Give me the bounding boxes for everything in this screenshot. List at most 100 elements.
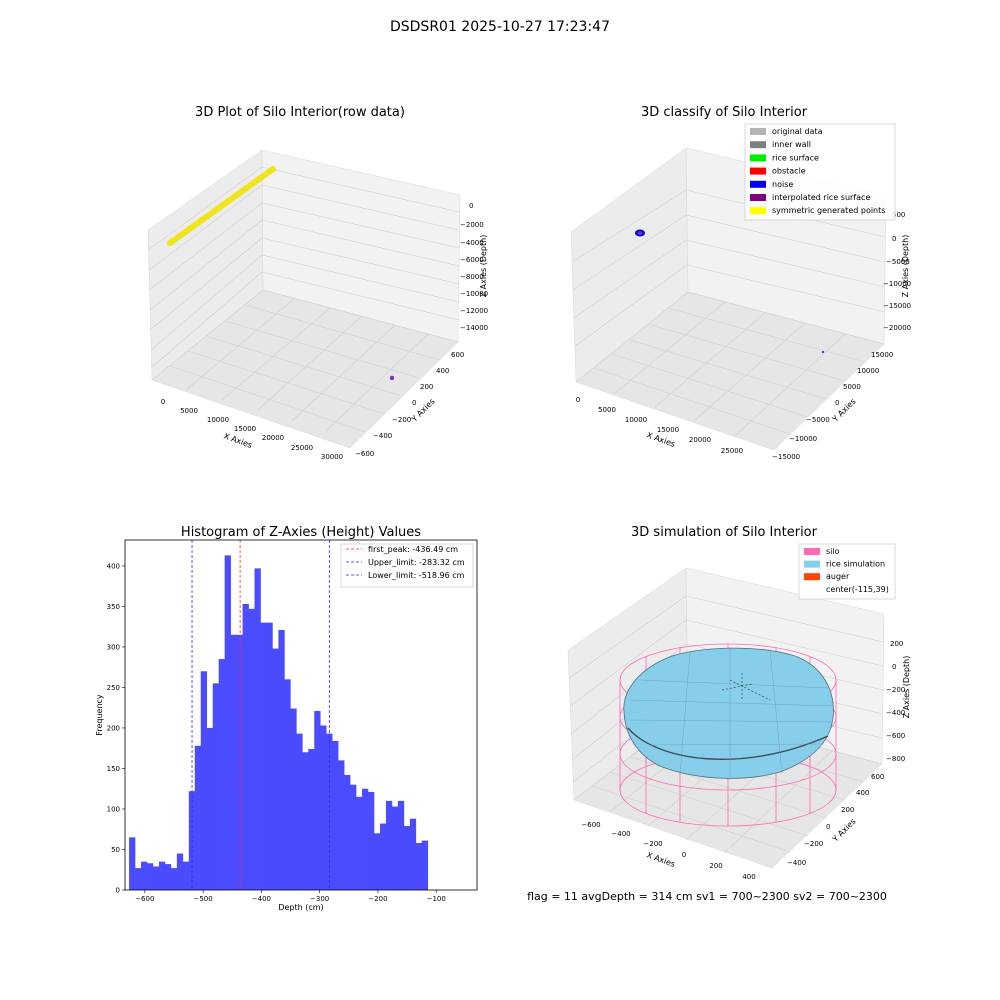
hist-bar — [129, 837, 136, 890]
hist-bar — [141, 861, 148, 890]
sim-xtick: 0 — [682, 851, 686, 859]
sim-ztick: −200 — [886, 686, 905, 694]
hist-bar — [397, 800, 405, 890]
cls-ztick: −15000 — [883, 302, 911, 310]
hist-bar — [254, 568, 261, 890]
sim-ytick: 600 — [871, 773, 884, 781]
sim-ylabel: Y Axies — [830, 817, 858, 845]
hist-bar — [158, 861, 166, 890]
classify-legend-swatch — [750, 194, 766, 201]
hist-xtick-label: −600 — [135, 895, 154, 903]
hist-legend-label: Upper_limit: -283.32 cm — [368, 558, 465, 567]
sim-legend-swatch — [804, 548, 820, 555]
hist-vlines — [191, 540, 330, 890]
sim-ytick: 400 — [856, 789, 869, 797]
sim-ytick: 0 — [826, 823, 830, 831]
hist-xlabel: Depth (cm) — [278, 903, 323, 912]
hist-bar — [170, 868, 178, 891]
hist-bar — [314, 710, 321, 890]
hist-bar — [135, 868, 142, 891]
cls-ytick: 0 — [835, 399, 839, 407]
classify-3d-points — [635, 229, 824, 353]
cls-ztick: 500 — [892, 211, 905, 219]
hist-ytick-label: 100 — [107, 805, 120, 813]
hist-bar — [296, 733, 303, 890]
raw-ztick: −14000 — [460, 324, 488, 332]
cls-ztick: −10000 — [883, 280, 911, 288]
classify-3d-zticks: 500 0 −5000 −10000 −15000 −20000 Z Axies… — [883, 211, 911, 332]
raw-ztick: −12000 — [460, 307, 488, 315]
hist-bar — [373, 833, 381, 890]
cls-ytick: 15000 — [871, 351, 893, 359]
hist-bar — [164, 864, 172, 890]
hist-bar — [409, 818, 417, 890]
cls-xtick: 15000 — [657, 426, 679, 434]
cls-ztick: −5000 — [886, 258, 910, 266]
sim-legend-swatch — [804, 573, 820, 581]
cls-zlabel: Z Axies (Depth) — [901, 235, 910, 298]
hist-frame — [124, 539, 478, 891]
cls-xtick: 10000 — [625, 416, 647, 424]
hist-bar — [242, 604, 249, 890]
classify-legend-swatch — [750, 128, 766, 135]
hist-ytick-label: 250 — [107, 684, 120, 692]
sim-ztick: 0 — [892, 663, 896, 671]
hist-xticks: −600 −500 −400 −300 −200 −100 — [135, 890, 446, 903]
hist-ytick-label: 300 — [107, 643, 120, 651]
raw-ytick: −200 — [392, 416, 411, 424]
hist-xtick-label: −200 — [368, 895, 387, 903]
hist-bar — [284, 679, 291, 890]
hist-legend-label: Lower_limit: -518.96 cm — [368, 571, 465, 580]
classify-legend-swatch — [750, 167, 766, 175]
panel-simulation-3d: 3D simulation of Silo Interior — [567, 525, 911, 881]
raw-ytick: −400 — [373, 432, 392, 440]
hist-bars — [129, 555, 429, 891]
hist-bar — [206, 727, 214, 890]
hist-bar — [152, 866, 160, 890]
raw-xtick: 30000 — [321, 453, 343, 461]
sim-ztick: −400 — [886, 709, 905, 717]
info-line: flag = 11 avgDepth = 314 cm sv1 = 700~23… — [527, 890, 887, 903]
hist-bar — [260, 622, 267, 890]
hist-bar — [278, 629, 285, 890]
hist-bar — [403, 826, 411, 890]
sim-ztick: −800 — [886, 755, 905, 763]
hist-ytick-label: 50 — [111, 846, 120, 854]
hist-ylabel: Frequency — [95, 694, 104, 736]
hist-bar — [200, 671, 208, 890]
hist-ytick-label: 0 — [116, 887, 120, 895]
cls-xtick: 5000 — [598, 406, 616, 414]
raw-ztick: 0 — [469, 202, 473, 210]
hist-bar — [320, 725, 327, 890]
cls-ytick: −15000 — [772, 453, 800, 461]
sim-3d-zticks: 200 0 −200 −400 −600 −800 Z Axies (Depth… — [886, 640, 911, 763]
hist-bar — [344, 774, 351, 890]
classify-legend-label: interpolated rice surface — [772, 193, 870, 202]
sim-legend-label: auger — [826, 572, 850, 581]
raw-xtick: 15000 — [234, 425, 256, 433]
sim-ytick: 200 — [841, 806, 854, 814]
classify-3d-title: 3D classify of Silo Interior — [641, 105, 808, 120]
hist-bar — [350, 784, 357, 890]
hist-legend-label: first_peak: -436.49 cm — [368, 545, 458, 554]
raw-xtick: 5000 — [180, 407, 198, 415]
raw-3d-zticks: 0 −2000 −4000 −6000 −8000 −10000 −12000 … — [460, 202, 488, 332]
raw-ztick: −6000 — [460, 256, 484, 264]
sim-legend-label: silo — [826, 547, 840, 556]
classify-legend-label: rice surface — [772, 153, 819, 162]
hist-legend: first_peak: -436.49 cm Upper_limit: -283.… — [340, 543, 474, 588]
sim-ytick: −200 — [804, 840, 823, 848]
classify-legend-label: original data — [772, 127, 823, 136]
hist-bar — [266, 622, 273, 890]
cls-ztick: 0 — [892, 235, 896, 243]
hist-bar — [248, 608, 255, 890]
hist-bar — [332, 740, 339, 890]
raw-ytick: 600 — [451, 351, 464, 359]
hist-bar — [356, 796, 363, 890]
classify-legend-swatch — [750, 141, 766, 149]
hist-bar — [230, 634, 237, 890]
hist-bar — [368, 791, 375, 890]
raw-ytick: −600 — [355, 450, 374, 458]
sim-ytick: −400 — [787, 859, 806, 867]
